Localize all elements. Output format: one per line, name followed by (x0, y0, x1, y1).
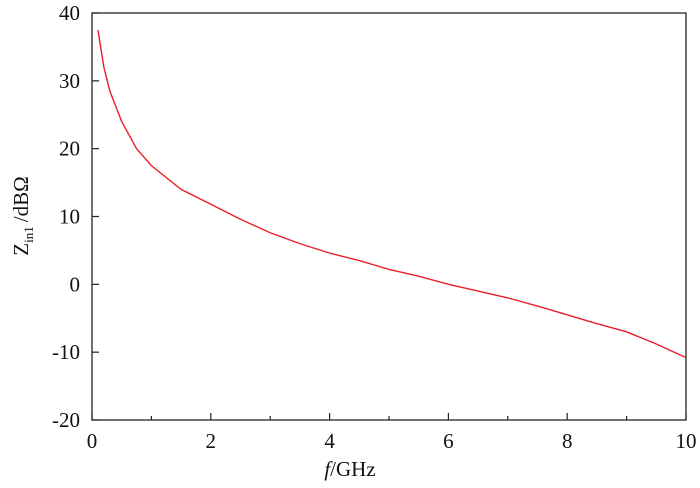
y-tick-label: 20 (59, 137, 80, 161)
plot-frame (91, 12, 687, 421)
x-axis-label: f/GHz (324, 457, 375, 481)
x-tick-label: 6 (443, 429, 454, 453)
y-tick-label: 10 (59, 205, 80, 229)
x-tick-label: 2 (206, 429, 217, 453)
x-label-unit: /GHz (330, 457, 376, 481)
y-tick-label: -10 (52, 340, 80, 364)
x-tick-label: 8 (562, 429, 573, 453)
y-label-unit: /dBΩ (9, 176, 33, 222)
y-tick-label: 0 (70, 272, 81, 296)
x-label-var: f (324, 457, 333, 481)
y-tick-label: -20 (52, 408, 80, 432)
y-tick-label: 30 (59, 69, 80, 93)
y-axis-label: Zin1/dBΩ (9, 176, 36, 255)
y-label-main: Z (9, 243, 33, 256)
data-line (97, 29, 687, 359)
y-tick-label: 40 (59, 1, 80, 25)
x-tick-label: 10 (676, 429, 697, 453)
x-tick-label: 4 (324, 429, 335, 453)
y-label-sub: in1 (21, 226, 36, 243)
x-tick-label: 0 (87, 429, 98, 453)
